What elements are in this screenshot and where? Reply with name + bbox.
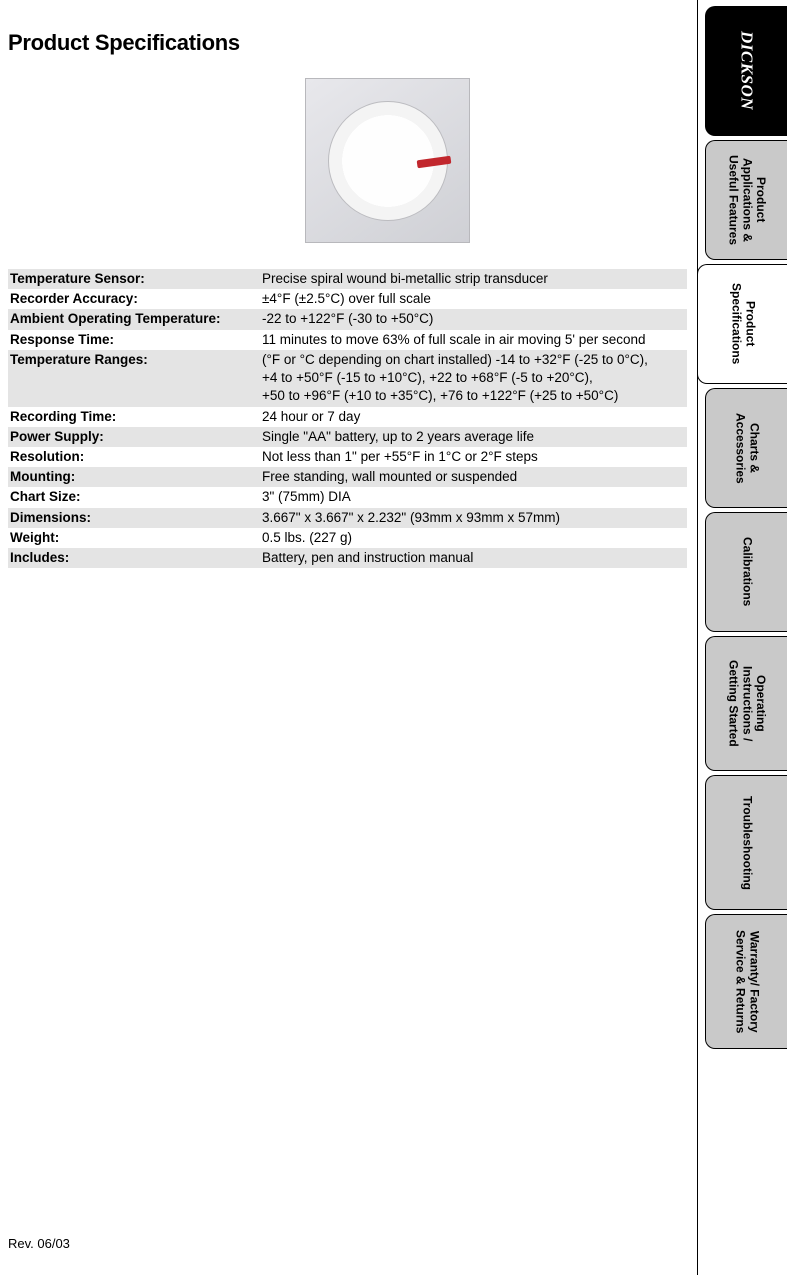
spec-row: Ambient Operating Temperature:-22 to +12…: [8, 309, 687, 329]
tab-applications[interactable]: Product Applications & Useful Features: [705, 140, 787, 260]
tab-troubleshooting-label: Troubleshooting: [740, 788, 754, 898]
tab-specifications[interactable]: Product Specifications: [697, 264, 787, 384]
tab-brand-label: DICKSON: [737, 23, 757, 118]
spec-value: Precise spiral wound bi-metallic strip t…: [260, 269, 687, 289]
spec-row: Temperature Sensor:Precise spiral wound …: [8, 269, 687, 289]
spec-row: Weight:0.5 lbs. (227 g): [8, 528, 687, 548]
tab-warranty[interactable]: Warranty/ Factory Service & Returns: [705, 914, 787, 1049]
page-title: Product Specifications: [8, 30, 687, 56]
chart-disc-illustration: [328, 101, 448, 221]
spec-label: Temperature Sensor:: [8, 269, 260, 289]
spec-label: Dimensions:: [8, 508, 260, 528]
spec-label: Resolution:: [8, 447, 260, 467]
spec-row: Power Supply:Single "AA" battery, up to …: [8, 427, 687, 447]
spec-row: Mounting:Free standing, wall mounted or …: [8, 467, 687, 487]
spec-table: Temperature Sensor:Precise spiral wound …: [8, 269, 687, 568]
spec-row: Response Time:11 minutes to move 63% of …: [8, 330, 687, 350]
spec-label: Ambient Operating Temperature:: [8, 309, 260, 329]
spec-value: ±4°F (±2.5°C) over full scale: [260, 289, 687, 309]
tab-charts[interactable]: Charts & Accessories: [705, 388, 787, 508]
spec-value: -22 to +122°F (-30 to +50°C): [260, 309, 687, 329]
spec-label: Recording Time:: [8, 407, 260, 427]
tab-calibrations-label: Calibrations: [740, 529, 754, 614]
spec-label: Mounting:: [8, 467, 260, 487]
tab-warranty-label: Warranty/ Factory Service & Returns: [733, 915, 761, 1048]
spec-label: Recorder Accuracy:: [8, 289, 260, 309]
spec-value: 11 minutes to move 63% of full scale in …: [260, 330, 687, 350]
spec-label: Temperature Ranges:: [8, 350, 260, 407]
spec-value: Single "AA" battery, up to 2 years avera…: [260, 427, 687, 447]
spec-label: Power Supply:: [8, 427, 260, 447]
spec-label: Chart Size:: [8, 487, 260, 507]
tab-troubleshooting[interactable]: Troubleshooting: [705, 775, 787, 910]
spec-value: Free standing, wall mounted or suspended: [260, 467, 687, 487]
spec-label: Includes:: [8, 548, 260, 568]
tab-charts-label: Charts & Accessories: [733, 389, 761, 507]
spec-value: (°F or °C depending on chart installed) …: [260, 350, 687, 407]
product-image-container: [88, 78, 687, 243]
spec-label: Weight:: [8, 528, 260, 548]
spec-row: Chart Size:3" (75mm) DIA: [8, 487, 687, 507]
spec-value: 24 hour or 7 day: [260, 407, 687, 427]
spec-row: Recorder Accuracy:±4°F (±2.5°C) over ful…: [8, 289, 687, 309]
spec-value: 3.667" x 3.667" x 2.232" (93mm x 93mm x …: [260, 508, 687, 528]
tab-operating[interactable]: Operating Instructions / Getting Started: [705, 636, 787, 771]
spec-row: Recording Time:24 hour or 7 day: [8, 407, 687, 427]
tab-specifications-label: Product Specifications: [729, 265, 757, 383]
spec-value: 3" (75mm) DIA: [260, 487, 687, 507]
tab-brand[interactable]: DICKSON: [705, 6, 787, 136]
side-tabs: DICKSON Product Applications & Useful Fe…: [697, 0, 787, 1275]
spec-value: 0.5 lbs. (227 g): [260, 528, 687, 548]
spec-value: Battery, pen and instruction manual: [260, 548, 687, 568]
spec-row: Includes:Battery, pen and instruction ma…: [8, 548, 687, 568]
product-image: [305, 78, 470, 243]
spec-label: Response Time:: [8, 330, 260, 350]
tab-calibrations[interactable]: Calibrations: [705, 512, 787, 632]
spec-row: Resolution:Not less than 1" per +55°F in…: [8, 447, 687, 467]
spec-row: Temperature Ranges:(°F or °C depending o…: [8, 350, 687, 407]
revision-footer: Rev. 06/03: [8, 1236, 70, 1251]
tab-operating-label: Operating Instructions / Getting Started: [726, 637, 767, 770]
spec-value: Not less than 1" per +55°F in 1°C or 2°F…: [260, 447, 687, 467]
spec-row: Dimensions:3.667" x 3.667" x 2.232" (93m…: [8, 508, 687, 528]
tab-applications-label: Product Applications & Useful Features: [726, 141, 767, 259]
